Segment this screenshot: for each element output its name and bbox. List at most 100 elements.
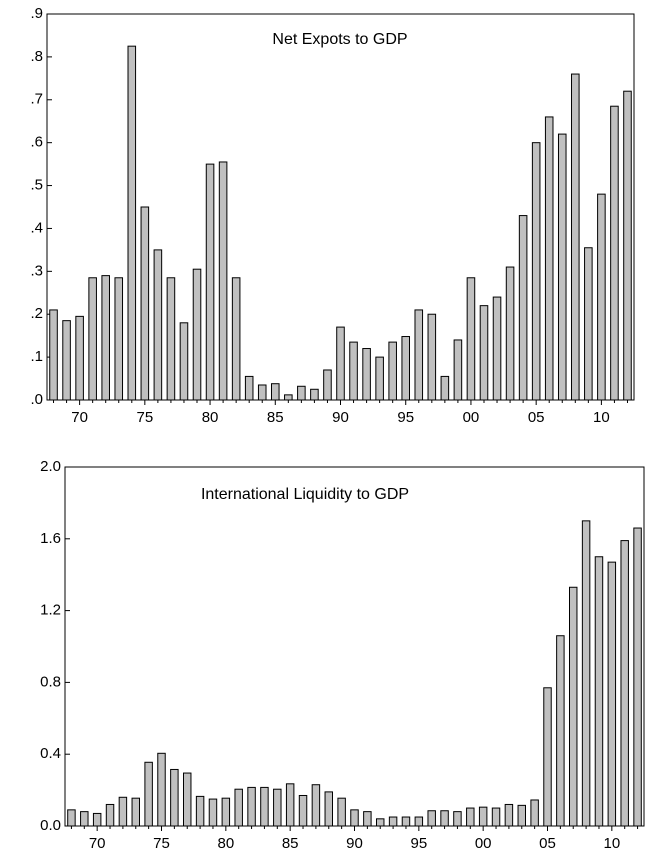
x-tick-label: 80	[202, 409, 219, 426]
y-tick-label: .8	[30, 48, 43, 65]
chart-title: Net Expots to GDP	[272, 31, 407, 48]
bar	[610, 105, 619, 401]
bar	[491, 807, 501, 827]
bar	[363, 811, 372, 827]
bar	[453, 339, 463, 401]
bar	[247, 786, 256, 827]
y-tick-label: .0	[30, 391, 43, 408]
y-tick-label: .7	[30, 91, 43, 108]
y-tick-label: 2.0	[40, 458, 61, 475]
y-tick-label: 0.0	[40, 817, 61, 834]
x-tick-label: 90	[346, 835, 363, 852]
bar	[285, 783, 295, 827]
bar	[376, 818, 385, 827]
bar	[284, 394, 293, 401]
bar	[584, 247, 593, 401]
y-tick-label: 1.6	[40, 530, 61, 547]
x-tick-label: 05	[528, 409, 545, 426]
y-tick-label: .6	[30, 134, 43, 151]
bar	[620, 540, 629, 827]
bar	[62, 320, 71, 401]
bar	[492, 296, 502, 401]
x-tick-label: 75	[136, 409, 153, 426]
y-tick-label: 1.2	[40, 602, 61, 619]
bar	[543, 687, 552, 827]
bar	[401, 816, 411, 827]
x-tick-label: 00	[475, 835, 492, 852]
bar	[504, 803, 514, 827]
x-tick-label: 95	[410, 835, 427, 852]
bar	[557, 133, 567, 401]
bar	[388, 341, 397, 401]
bar	[257, 384, 267, 401]
bar	[414, 816, 424, 827]
y-tick-label: 0.8	[40, 673, 61, 690]
bar	[105, 803, 115, 827]
bar	[581, 520, 591, 827]
x-tick-label: 70	[71, 409, 88, 426]
bar	[166, 277, 176, 401]
x-tick-label: 95	[397, 409, 414, 426]
bar	[336, 326, 345, 401]
bar	[362, 348, 371, 401]
bar	[478, 806, 488, 827]
y-tick-label: 0.4	[40, 745, 61, 762]
bar	[131, 797, 140, 827]
x-tick-label: 10	[593, 409, 610, 426]
bar	[67, 809, 76, 827]
bar	[157, 752, 166, 827]
bar	[208, 798, 218, 827]
bar	[260, 786, 269, 827]
bar	[531, 142, 541, 401]
x-tick-label: 75	[153, 835, 170, 852]
x-tick-label: 70	[89, 835, 106, 852]
bar	[195, 795, 205, 827]
bar	[144, 761, 153, 827]
bar	[88, 277, 97, 401]
bar	[440, 375, 450, 401]
bar	[571, 73, 580, 401]
bar	[517, 804, 526, 827]
y-tick-label: .5	[30, 177, 43, 194]
y-tick-label: .1	[30, 348, 43, 365]
bar	[311, 784, 321, 827]
x-tick-label: 90	[332, 409, 349, 426]
bar	[427, 313, 437, 401]
bar	[273, 788, 282, 827]
bar	[92, 812, 102, 827]
bar	[298, 794, 308, 827]
x-tick-label: 00	[463, 409, 480, 426]
x-tick-label: 10	[603, 835, 620, 852]
y-tick-label: .4	[30, 219, 43, 236]
x-tick-label: 85	[282, 835, 299, 852]
bar	[192, 268, 202, 401]
bar	[297, 385, 306, 401]
bar	[221, 797, 231, 827]
x-tick-label: 85	[267, 409, 284, 426]
y-tick-label: .2	[30, 305, 43, 322]
x-tick-label: 80	[217, 835, 234, 852]
bar	[414, 309, 424, 401]
bar	[350, 809, 359, 827]
bar	[140, 206, 150, 401]
bar	[597, 193, 606, 401]
bar	[453, 811, 462, 827]
bar	[544, 116, 554, 401]
bar	[569, 586, 578, 827]
bar	[114, 277, 124, 401]
bar	[101, 275, 110, 401]
bar	[75, 315, 84, 401]
bar	[349, 341, 358, 401]
y-tick-label: .3	[30, 262, 43, 279]
bar	[127, 45, 137, 401]
bar	[466, 807, 475, 827]
bar	[118, 796, 128, 827]
bar	[310, 388, 319, 401]
bar	[270, 383, 280, 401]
bar	[530, 799, 539, 827]
bar	[375, 356, 384, 401]
bar	[479, 305, 489, 401]
bar	[205, 163, 215, 401]
bar	[337, 797, 346, 827]
